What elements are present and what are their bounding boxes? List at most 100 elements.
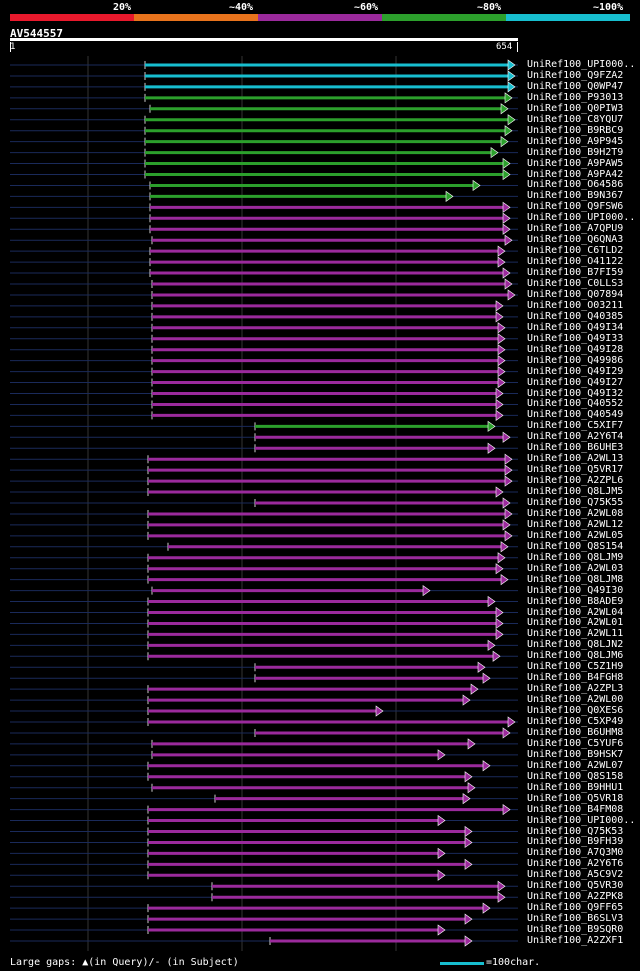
hit-label[interactable]: UniRef100_C5YUF6 (527, 737, 624, 749)
hit-label[interactable]: UniRef100_Q6QNA3 (527, 234, 624, 246)
hit-arrow (437, 814, 446, 827)
hit-label[interactable]: UniRef100_O03211 (527, 299, 624, 311)
hit-label[interactable]: UniRef100_B9H2T9 (527, 146, 624, 158)
hit-label[interactable]: UniRef100_A2Y6T6 (527, 858, 624, 870)
hit-label[interactable]: UniRef100_Q49I33 (527, 332, 624, 344)
hit-arrow (497, 891, 506, 903)
hit-label[interactable]: UniRef100_O64586 (527, 179, 624, 191)
hit-arrow (497, 355, 506, 367)
hit-arrow (464, 858, 473, 870)
hit-arrow (502, 431, 511, 443)
hit-arrow (467, 738, 476, 750)
hit-label[interactable]: UniRef100_Q9FF65 (527, 902, 624, 914)
hit-label[interactable]: UniRef100_C6TLD2 (527, 245, 624, 257)
hit-label[interactable]: UniRef100_B8ADE9 (527, 595, 624, 607)
hit-arrow (497, 552, 506, 564)
hit-label[interactable]: UniRef100_A9PA42 (527, 168, 624, 180)
hit-label[interactable]: UniRef100_Q49I27 (527, 376, 624, 388)
hit-label[interactable]: UniRef100_Q8LJN2 (527, 639, 624, 651)
hit-label[interactable]: UniRef100_B6UHM8 (527, 726, 624, 738)
hit-label[interactable]: UniRef100_Q5VR17 (527, 464, 624, 476)
hit-label[interactable]: UniRef100_B6UHE3 (527, 442, 624, 454)
hit-label[interactable]: UniRef100_A2WL12 (527, 518, 624, 530)
hit-arrow (487, 442, 496, 454)
hit-label[interactable]: UniRef100_UPI000.. (527, 212, 636, 224)
hit-arrow (437, 749, 446, 761)
hit-label[interactable]: UniRef100_Q40552 (527, 398, 624, 410)
hit-label[interactable]: UniRef100_A7Q3M0 (527, 847, 624, 859)
hit-label[interactable]: UniRef100_Q0XES6 (527, 705, 624, 717)
hit-label[interactable]: UniRef100_Q49I30 (527, 584, 624, 596)
hit-label[interactable]: UniRef100_Q8LJM8 (527, 573, 624, 585)
hit-label[interactable]: UniRef100_A9P945 (527, 135, 624, 147)
hit-label[interactable]: UniRef100_UPI000.. (527, 814, 636, 826)
legend-segment-2 (258, 14, 382, 21)
hit-label[interactable]: UniRef100_Q9FZA2 (527, 69, 624, 81)
hit-arrow (487, 420, 496, 432)
hit-label[interactable]: UniRef100_Q07894 (527, 288, 624, 300)
hit-label[interactable]: UniRef100_A2WL13 (527, 453, 624, 465)
hit-label[interactable]: UniRef100_Q49I29 (527, 365, 624, 377)
hit-label[interactable]: UniRef100_A5C9V2 (527, 869, 624, 881)
hit-label[interactable]: UniRef100_Q8S154 (527, 540, 624, 552)
hit-label[interactable]: UniRef100_A2WL11 (527, 628, 624, 640)
hit-label[interactable]: UniRef100_A2ZXF1 (527, 935, 624, 946)
hit-label[interactable]: UniRef100_A2ZPK8 (527, 891, 624, 903)
hit-label[interactable]: UniRef100_B9HHU1 (527, 781, 624, 793)
hit-label[interactable]: UniRef100_C8YQU7 (527, 113, 624, 125)
hit-label[interactable]: UniRef100_Q8S158 (527, 770, 624, 782)
hit-label[interactable]: UniRef100_B9N367 (527, 190, 624, 202)
hit-label[interactable]: UniRef100_Q5VR18 (527, 792, 624, 804)
hit-arrow (437, 869, 446, 881)
hit-label[interactable]: UniRef100_A7QPU9 (527, 223, 624, 235)
hit-arrow (492, 650, 501, 662)
hit-label[interactable]: UniRef100_Q5VR30 (527, 880, 624, 892)
hit-label[interactable]: UniRef100_C5XIF7 (527, 420, 624, 432)
hit-label[interactable]: UniRef100_B9FH39 (527, 836, 624, 848)
hit-label[interactable]: UniRef100_Q9FSW6 (527, 201, 624, 213)
hit-label[interactable]: UniRef100_A2WL05 (527, 529, 624, 541)
hit-label[interactable]: UniRef100_A2WL01 (527, 617, 624, 629)
hit-label[interactable]: UniRef100_B4FGH8 (527, 672, 624, 684)
hit-label[interactable]: UniRef100_Q40549 (527, 409, 624, 421)
hit-label[interactable]: UniRef100_A2WL08 (527, 507, 624, 519)
hit-label[interactable]: UniRef100_C5Z1H9 (527, 661, 624, 673)
hit-label[interactable]: UniRef100_Q8LJM9 (527, 551, 624, 563)
hit-label[interactable]: UniRef100_Q8LJM6 (527, 650, 624, 662)
hit-label[interactable]: UniRef100_B9HSK7 (527, 748, 624, 760)
hit-label[interactable]: UniRef100_Q40385 (527, 310, 624, 322)
hit-label[interactable]: UniRef100_B7FI59 (527, 267, 624, 279)
hit-label[interactable]: UniRef100_B6SLV3 (527, 913, 624, 925)
hit-arrow (500, 541, 509, 553)
hit-label[interactable]: UniRef100_B9RBC9 (527, 124, 624, 136)
hit-arrow (497, 333, 506, 345)
hit-label[interactable]: UniRef100_A9PAW5 (527, 157, 624, 169)
hit-label[interactable]: UniRef100_Q49I28 (527, 343, 624, 355)
hit-label[interactable]: UniRef100_A2WL04 (527, 606, 624, 618)
hit-arrow (470, 683, 479, 695)
hit-label[interactable]: UniRef100_B4FM08 (527, 803, 624, 815)
hit-label[interactable]: UniRef100_A2WL03 (527, 562, 624, 574)
hit-label[interactable]: UniRef100_Q49I32 (527, 387, 624, 399)
hit-label[interactable]: UniRef100_C5XP49 (527, 716, 624, 727)
hit-label[interactable]: UniRef100_B9SQR0 (527, 924, 624, 936)
hit-label[interactable]: UniRef100_UPI000.. (527, 59, 636, 70)
hit-label[interactable]: UniRef100_A2ZPL3 (527, 683, 624, 695)
hit-label[interactable]: UniRef100_Q0WP47 (527, 80, 624, 92)
hit-label[interactable]: UniRef100_Q75K53 (527, 825, 624, 837)
hit-label[interactable]: UniRef100_A2Y6T4 (527, 431, 624, 443)
hit-arrow (500, 136, 509, 148)
hit-label[interactable]: UniRef100_Q49986 (527, 354, 624, 366)
hit-label[interactable]: UniRef100_A2WL07 (527, 759, 624, 771)
hit-label[interactable]: UniRef100_C0LLS3 (527, 278, 624, 289)
hit-label[interactable]: UniRef100_Q49I34 (527, 321, 624, 333)
hit-arrow (502, 267, 511, 279)
query-id: AV544557 (10, 27, 63, 40)
hit-label[interactable]: UniRef100_A2ZPL6 (527, 475, 624, 487)
hit-label[interactable]: UniRef100_A2WL00 (527, 694, 624, 706)
hit-label[interactable]: UniRef100_P93013 (527, 91, 624, 103)
hit-label[interactable]: UniRef100_O41122 (527, 256, 624, 268)
hit-label[interactable]: UniRef100_Q8LJM5 (527, 486, 624, 498)
hit-label[interactable]: UniRef100_Q0PIW3 (527, 102, 624, 114)
hit-label[interactable]: UniRef100_Q75K55 (527, 497, 624, 508)
